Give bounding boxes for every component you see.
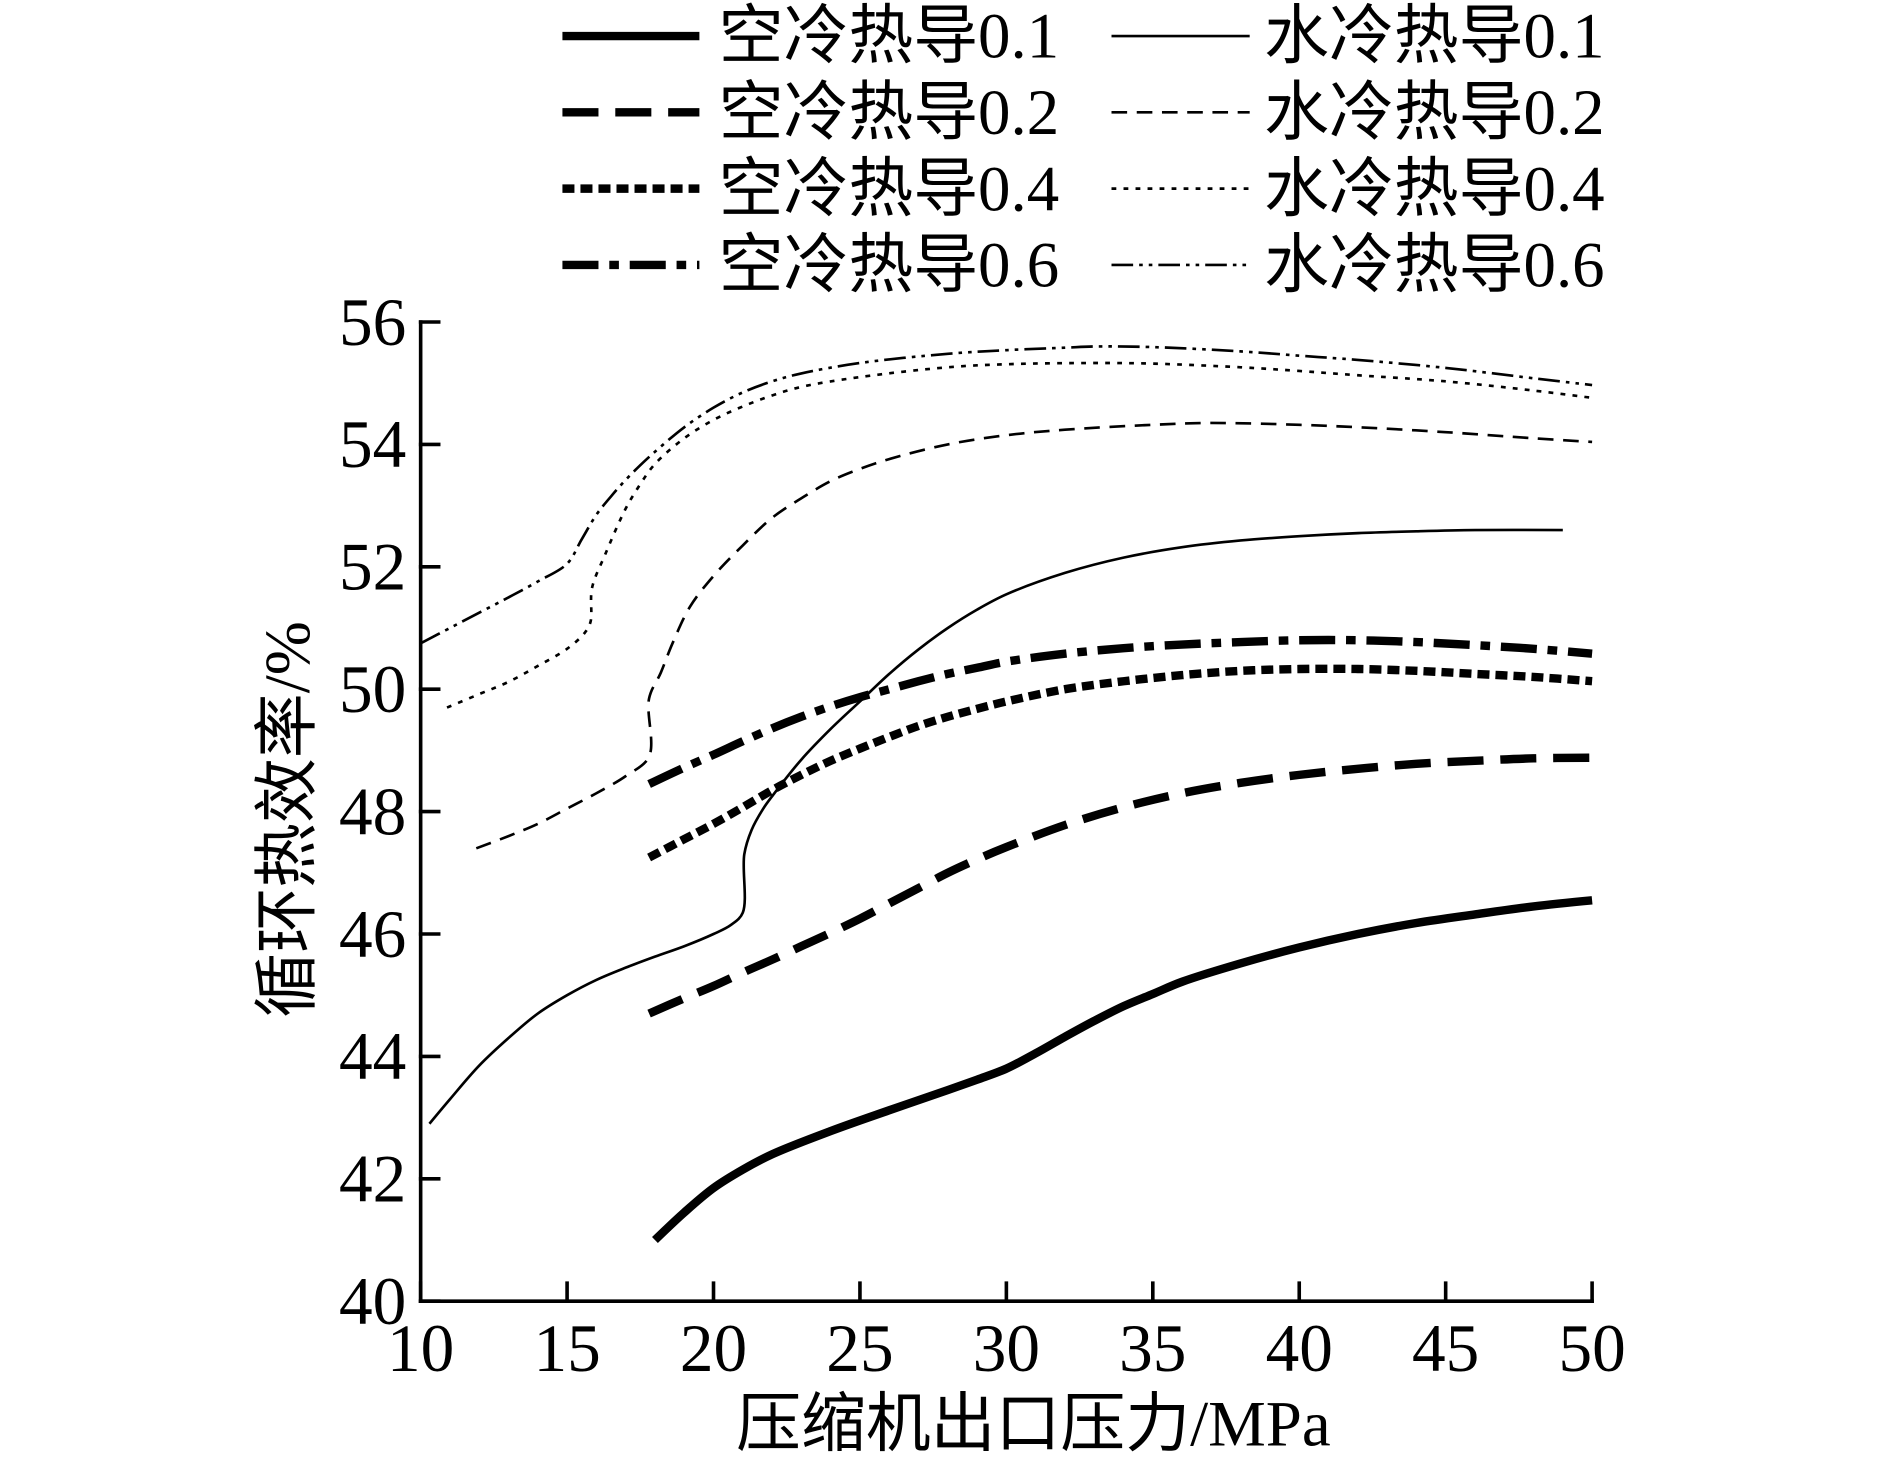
legend-label: 空冷热导0.1 xyxy=(719,1,1060,73)
x-tick-label: 25 xyxy=(826,1311,893,1386)
x-axis-title: 压缩机出口压力/MPa xyxy=(736,1388,1331,1460)
legend-label: 水冷热导0.4 xyxy=(1264,153,1605,225)
series-line-1 xyxy=(652,896,1593,1244)
y-tick-label: 42 xyxy=(339,1142,406,1217)
legend-label: 水冷热导0.6 xyxy=(1264,230,1605,302)
x-tick-label: 40 xyxy=(1266,1311,1333,1386)
series-line-4 xyxy=(475,421,1593,850)
series-line-8 xyxy=(420,345,1593,645)
series-line-7 xyxy=(647,635,1593,788)
legend-item: 水冷热导0.6 xyxy=(1111,230,1605,302)
y-tick-label: 48 xyxy=(339,774,406,849)
x-tick-label: 10 xyxy=(387,1311,454,1386)
legend-label: 空冷热导0.6 xyxy=(719,230,1060,302)
legend-label: 空冷热导0.2 xyxy=(719,77,1060,149)
legend-item: 水冷热导0.4 xyxy=(1111,153,1605,225)
series-line-2 xyxy=(428,528,1563,1125)
legend-label: 空冷热导0.4 xyxy=(719,153,1060,225)
series-line-6 xyxy=(446,361,1593,709)
y-tick-label: 40 xyxy=(339,1264,406,1339)
legend-item: 空冷热导0.6 xyxy=(562,230,1059,302)
x-tick-label: 45 xyxy=(1412,1311,1479,1386)
y-axis-title: 循环热效率/% xyxy=(252,621,324,1017)
y-tick-label: 46 xyxy=(339,897,406,972)
legend-item: 空冷热导0.1 xyxy=(562,1,1059,73)
y-tick-label: 44 xyxy=(339,1019,406,1094)
y-axis-ticks: 40 42 44 46 48 50 52 54 56 xyxy=(339,285,441,1339)
legend-item: 空冷热导0.2 xyxy=(562,77,1059,149)
x-tick-label: 50 xyxy=(1558,1311,1625,1386)
legend-item: 水冷热导0.2 xyxy=(1111,77,1605,149)
legend-label: 水冷热导0.2 xyxy=(1264,77,1605,149)
legend: 空冷热导0.1 水冷热导0.1 空冷热导0.2 水冷热导0.2 空冷热导0.4 水冷热导0… xyxy=(562,1,1605,302)
series-line-5 xyxy=(647,664,1593,862)
y-tick-label: 50 xyxy=(339,652,406,727)
legend-item: 水冷热导0.1 xyxy=(1111,1,1605,73)
legend-label: 水冷热导0.1 xyxy=(1264,1,1605,73)
legend-item: 空冷热导0.4 xyxy=(562,153,1059,225)
series-line-3 xyxy=(647,753,1593,1018)
y-tick-label: 56 xyxy=(339,285,406,360)
x-tick-label: 30 xyxy=(973,1311,1040,1386)
x-tick-label: 35 xyxy=(1119,1311,1186,1386)
y-tick-label: 54 xyxy=(339,407,406,482)
plot-area xyxy=(420,345,1593,1244)
axes: 40 42 44 46 48 50 52 54 56 10 15 20 25 30 35 40 45 50 xyxy=(339,285,1626,1386)
x-tick-label: 15 xyxy=(533,1311,600,1386)
y-tick-label: 52 xyxy=(339,530,406,605)
x-tick-label: 20 xyxy=(680,1311,747,1386)
x-axis-ticks: 10 15 20 25 30 35 40 45 50 xyxy=(387,1281,1626,1386)
